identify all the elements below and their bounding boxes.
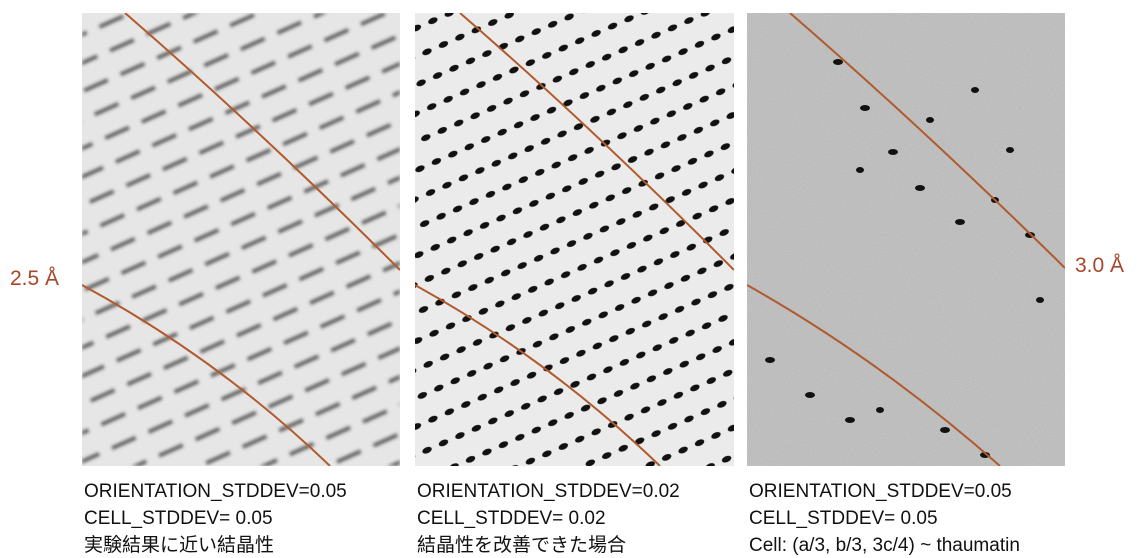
caption-line: CELL_STDDEV= 0.02 [417,508,606,529]
caption-line: Cell: (a/3, b/3, 3c/4) ~ thaumatin [749,535,1020,556]
caption-line: ORIENTATION_STDDEV=0.02 [417,481,680,502]
figure: 2.5 Å 3.0 Å ORIENTATION_STDDEV=0.05 CELL_… [0,0,1138,558]
caption-line: ORIENTATION_STDDEV=0.05 [84,481,347,502]
resolution-label: 2.5 Å [10,267,59,290]
panel-image [415,13,734,466]
panel-image [747,13,1065,466]
panel-image [82,13,400,466]
resolution-label: 3.0 Å [1075,254,1124,277]
caption-line: CELL_STDDEV= 0.05 [84,508,273,529]
caption-line: 実験結果に近い結晶性 [84,534,274,556]
captions: ORIENTATION_STDDEV=0.05 CELL_STDDEV= 0.05… [84,481,1020,556]
caption-line: ORIENTATION_STDDEV=0.05 [749,481,1012,502]
caption-line: CELL_STDDEV= 0.05 [749,508,938,529]
caption-line: 結晶性を改善できた場合 [417,534,626,556]
